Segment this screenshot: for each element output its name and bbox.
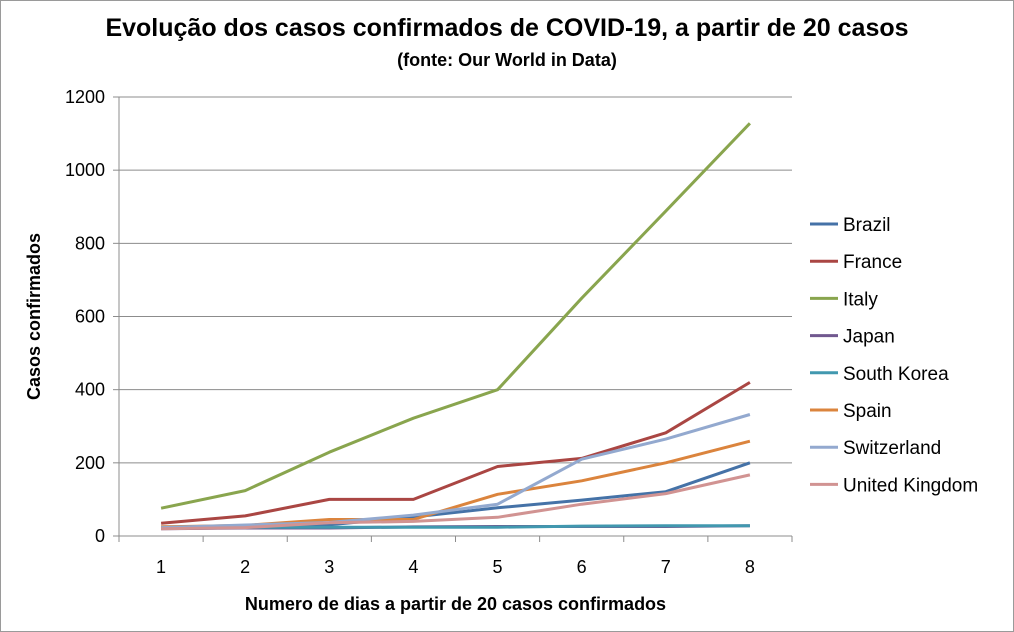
y-axis-title: Casos confirmados (24, 233, 44, 400)
x-tick-label: 6 (577, 557, 587, 577)
x-tick-label: 3 (324, 557, 334, 577)
series-line-united-kingdom (161, 473, 751, 531)
chart-title: Evolução dos casos confirmados de COVID-… (105, 14, 909, 42)
x-tick-label: 1 (156, 557, 166, 577)
legend-label-spain: Spain (843, 401, 892, 422)
x-axis-title: Numero de dias a partir de 20 casos conf… (245, 594, 666, 614)
series-line-france (160, 381, 751, 525)
y-tick-label: 200 (75, 453, 105, 473)
y-tick-label: 400 (75, 380, 105, 400)
series-lines (160, 122, 751, 531)
legend-label-united-kingdom: United Kingdom (843, 475, 978, 496)
x-tick-label: 5 (493, 557, 503, 577)
legend-label-italy: Italy (843, 289, 878, 310)
series-line-italy (160, 122, 751, 510)
x-tick-label: 4 (408, 557, 418, 577)
legend: Brazil France Italy Japan South Korea Spain Sw… (810, 215, 978, 496)
y-tick-labels: 0 200 400 600 800 1000 1200 (65, 87, 105, 546)
legend-label-south-korea: South Korea (843, 364, 949, 385)
y-tick-label: 0 (95, 526, 105, 546)
x-tick-labels: 1 2 3 4 5 6 7 8 (156, 557, 755, 577)
x-tick-label: 2 (240, 557, 250, 577)
legend-label-brazil: Brazil (843, 215, 891, 236)
gridlines (119, 96, 792, 464)
x-tick-label: 7 (661, 557, 671, 577)
y-tick-label: 1000 (65, 160, 105, 180)
series-line-switzerland (161, 413, 751, 530)
legend-label-japan: Japan (843, 327, 895, 348)
legend-label-switzerland: Switzerland (843, 438, 941, 459)
axes (113, 96, 793, 542)
y-tick-label: 1200 (65, 87, 105, 107)
x-tick-label: 8 (745, 557, 755, 577)
y-tick-label: 600 (75, 307, 105, 327)
chart-subtitle: (fonte: Our World in Data) (397, 50, 617, 70)
y-tick-label: 800 (75, 233, 105, 253)
legend-label-france: France (843, 252, 902, 273)
